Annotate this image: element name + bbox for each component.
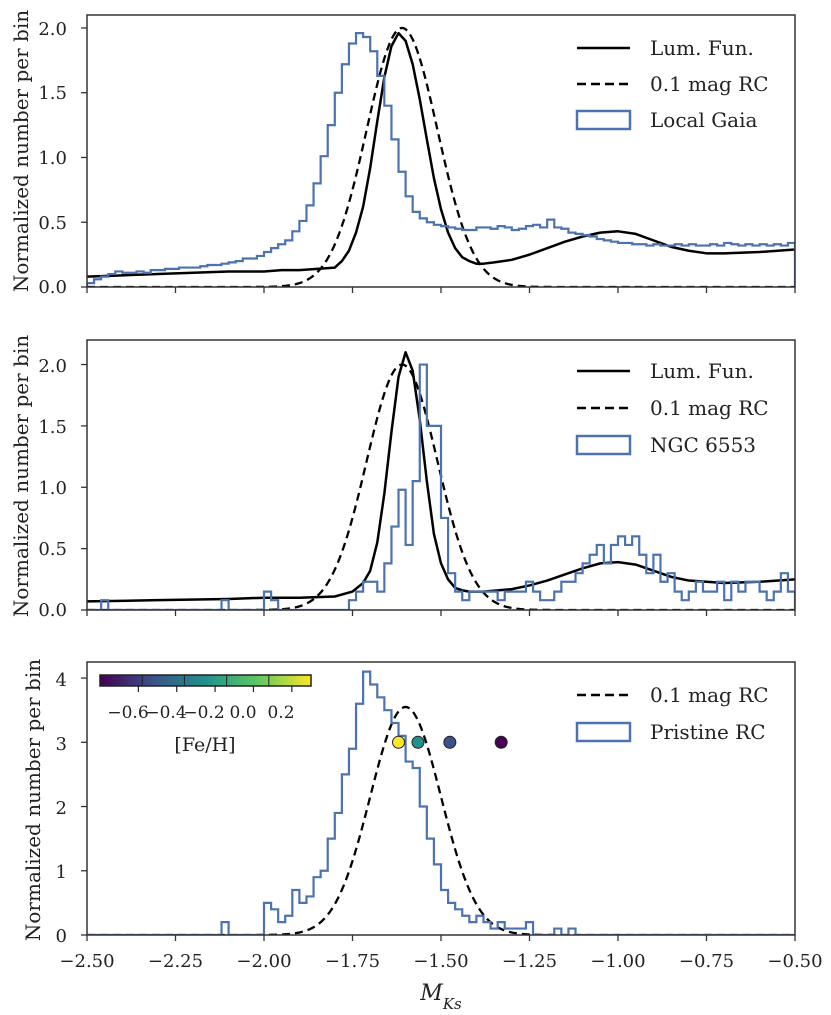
x-tick-label: −0.50 — [767, 951, 822, 972]
y-axis-label: Normalized number per bin — [9, 10, 33, 292]
y-tick-label: 2.0 — [38, 19, 67, 40]
y-tick-label: 0 — [56, 926, 67, 947]
colorbar-gradient — [99, 674, 312, 687]
x-tick-label: −2.00 — [236, 951, 291, 972]
colorbar-tick-label: −0.6 — [107, 703, 148, 723]
y-axis-label: Normalized number per bin — [9, 335, 33, 617]
y-tick-label: 0.0 — [38, 277, 67, 298]
metallicity-point — [443, 735, 457, 749]
y-tick-label: 0.5 — [38, 213, 67, 234]
legend-label: 0.1 mag RC — [650, 72, 769, 96]
legend-label: Lum. Fun. — [650, 36, 754, 60]
gaussian-rc-line — [87, 26, 795, 287]
metallicity-point — [392, 735, 406, 749]
y-tick-label: 1 — [56, 862, 67, 883]
y-tick-label: 0.0 — [38, 600, 67, 621]
plot-area — [87, 670, 795, 935]
legend-label: 0.1 mag RC — [650, 396, 769, 420]
axis-ticks — [81, 677, 796, 941]
y-tick-labels: 0.0 0.5 1.0 1.5 2.0 — [38, 19, 67, 298]
histogram-series — [87, 363, 795, 610]
legend: Lum. Fun. 0.1 mag RC Local Gaia — [575, 36, 769, 132]
panel-bottom: Normalized number per bin 0 1 2 3 4 −2.5… — [21, 659, 823, 1013]
legend-label: 0.1 mag RC — [650, 683, 769, 707]
colorbar-tick-label: −0.2 — [183, 703, 224, 723]
y-tick-label: 1.0 — [38, 148, 67, 169]
colorbar-tick-label: 0.0 — [229, 703, 256, 723]
metallicity-point — [411, 735, 425, 749]
y-tick-label: 3 — [56, 734, 67, 755]
x-tick-label: −2.50 — [59, 951, 114, 972]
x-tick-label: −2.25 — [148, 951, 203, 972]
axes-frame — [86, 339, 796, 611]
x-axis-label: MKs — [419, 981, 462, 1013]
x-tick-label: −1.75 — [325, 951, 380, 972]
y-tick-label: 4 — [56, 670, 67, 691]
x-tick-label: −0.75 — [679, 951, 734, 972]
legend-label: NGC 6553 — [650, 433, 756, 457]
legend-label: Local Gaia — [650, 108, 757, 132]
axes-frame — [86, 14, 796, 288]
legend: 0.1 mag RC Pristine RC — [575, 683, 769, 744]
luminosity-function-line — [87, 351, 795, 603]
panel-middle: Normalized number per bin 0.0 0.5 1.0 1.… — [9, 335, 796, 621]
y-tick-label: 2 — [56, 798, 67, 819]
x-tick-label: −1.25 — [502, 951, 557, 972]
y-tick-labels: 0 1 2 3 4 — [56, 670, 67, 947]
axis-ticks — [81, 363, 796, 616]
colorbar-label: [Fe/H] — [174, 734, 235, 756]
y-tick-labels: 0.0 0.5 1.0 1.5 2.0 — [38, 356, 67, 621]
y-tick-label: 0.5 — [38, 539, 67, 560]
x-tick-label: −1.00 — [590, 951, 645, 972]
y-tick-label: 1.5 — [38, 83, 67, 104]
colorbar-tick-label: −0.4 — [145, 703, 186, 723]
luminosity-function-line — [87, 31, 795, 278]
plot-area — [87, 351, 795, 610]
axis-ticks — [81, 27, 796, 293]
colorbar: −0.6 −0.4 −0.2 0.0 0.2 [Fe/H] — [99, 674, 312, 756]
y-tick-label: 1.5 — [38, 417, 67, 438]
y-tick-label: 1.0 — [38, 478, 67, 499]
metallicity-point — [494, 735, 508, 749]
legend-histogram-swatch — [575, 109, 632, 131]
colorbar-tick-label: 0.2 — [267, 703, 294, 723]
legend-histogram-swatch — [575, 434, 632, 456]
colorbar-ticks — [137, 675, 293, 692]
x-tick-labels: −2.50 −2.25 −2.00 −1.75 −1.50 −1.25 −1.0… — [59, 951, 822, 972]
y-axis-label: Normalized number per bin — [21, 659, 45, 941]
x-tick-label: −1.50 — [413, 951, 468, 972]
legend-label: Pristine RC — [650, 720, 766, 744]
legend-histogram-swatch — [575, 721, 632, 743]
histogram-series — [87, 670, 795, 935]
legend-label: Lum. Fun. — [650, 359, 754, 383]
plot-area — [87, 26, 795, 287]
histogram-series — [87, 32, 795, 287]
panel-top: Normalized number per bin 0.0 0.5 1.0 1.… — [9, 10, 796, 298]
axes-frame — [86, 661, 796, 936]
y-tick-label: 2.0 — [38, 356, 67, 377]
legend: Lum. Fun. 0.1 mag RC NGC 6553 — [575, 359, 769, 457]
